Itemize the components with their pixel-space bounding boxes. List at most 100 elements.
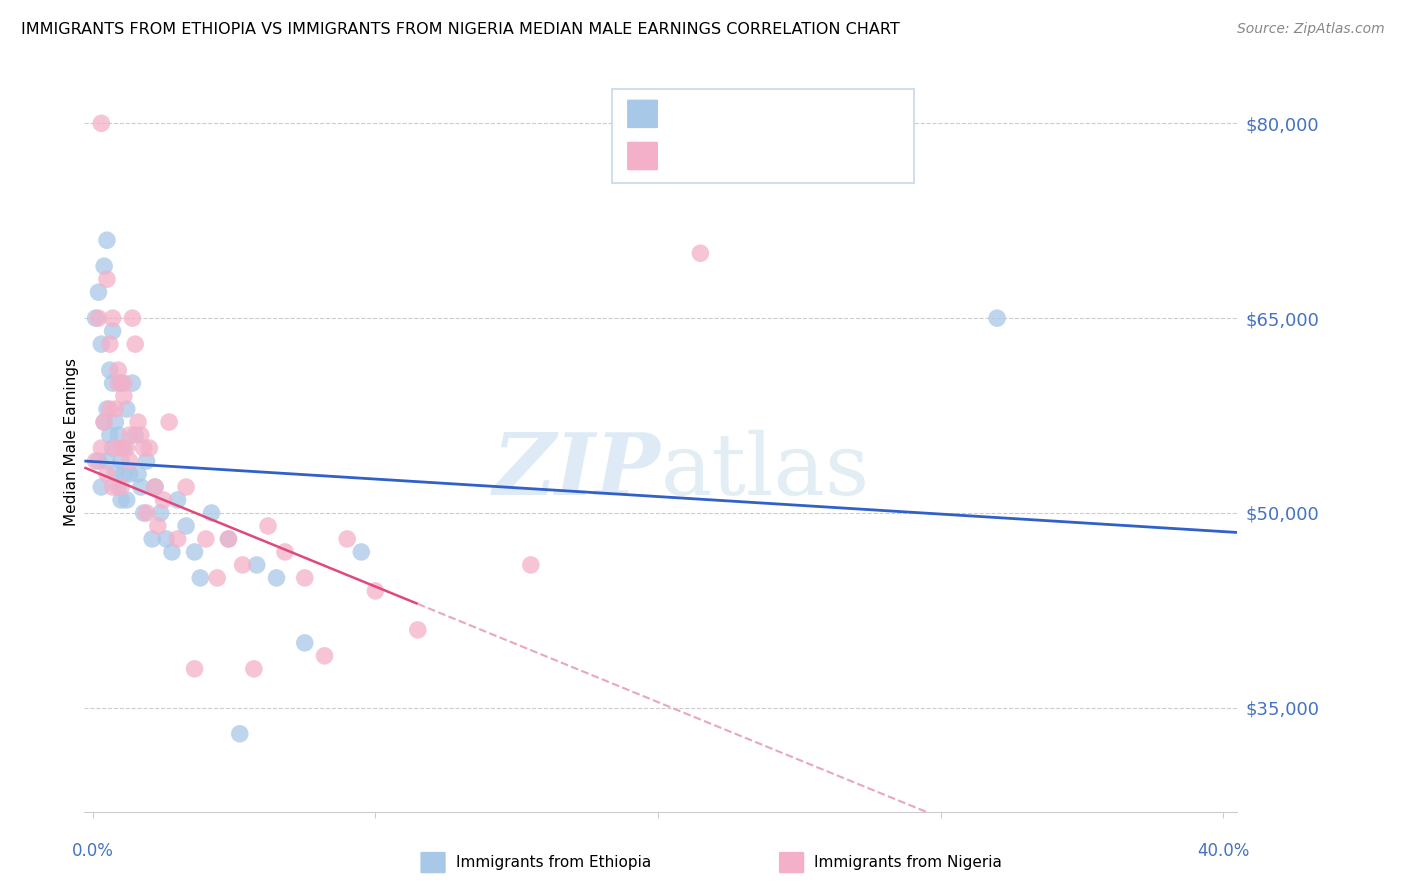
Point	[107, 376, 129, 390]
Point	[135, 506, 157, 520]
Point	[243, 662, 266, 676]
Point	[115, 402, 138, 417]
Point	[314, 648, 336, 663]
Text: R =: R =	[668, 105, 704, 123]
Point	[200, 506, 222, 520]
Text: 50: 50	[827, 147, 852, 165]
Point	[107, 480, 129, 494]
Point	[121, 311, 143, 326]
Point	[101, 324, 124, 338]
Point	[87, 285, 110, 300]
Point	[118, 467, 141, 481]
Point	[152, 493, 174, 508]
Point	[127, 467, 149, 481]
Point	[90, 441, 112, 455]
Point	[112, 389, 135, 403]
Text: N =: N =	[783, 105, 831, 123]
Point	[520, 558, 543, 572]
Point	[294, 636, 316, 650]
Point	[266, 571, 288, 585]
Point	[132, 506, 155, 520]
Point	[84, 454, 107, 468]
Point	[129, 480, 152, 494]
Point	[129, 428, 152, 442]
Point	[104, 402, 127, 417]
Point	[350, 545, 373, 559]
Point	[143, 480, 166, 494]
Point	[112, 441, 135, 455]
Point	[143, 480, 166, 494]
Point	[406, 623, 429, 637]
Point	[104, 415, 127, 429]
Point	[101, 480, 124, 494]
Point	[104, 441, 127, 455]
Point	[218, 532, 240, 546]
Point	[174, 480, 197, 494]
Point	[294, 571, 316, 585]
Point	[98, 428, 121, 442]
Point	[336, 532, 359, 546]
Point	[96, 233, 118, 247]
Point	[96, 454, 118, 468]
Text: -0.199: -0.199	[706, 147, 770, 165]
Point	[87, 311, 110, 326]
Point	[138, 441, 160, 455]
Y-axis label: Median Male Earnings: Median Male Earnings	[63, 358, 79, 525]
Point	[93, 415, 115, 429]
Point	[101, 376, 124, 390]
Point	[96, 402, 118, 417]
Text: 0.0%: 0.0%	[72, 842, 114, 860]
Point	[146, 519, 169, 533]
Point	[155, 532, 177, 546]
Point	[110, 441, 132, 455]
Point	[96, 272, 118, 286]
Text: 40.0%: 40.0%	[1197, 842, 1250, 860]
Point	[183, 662, 205, 676]
Point	[157, 415, 180, 429]
Point	[104, 467, 127, 481]
Point	[110, 493, 132, 508]
Point	[124, 337, 146, 351]
Point	[101, 441, 124, 455]
Point	[96, 467, 118, 481]
Point	[112, 376, 135, 390]
Point	[90, 337, 112, 351]
Text: N =: N =	[783, 147, 831, 165]
Point	[183, 545, 205, 559]
Point	[246, 558, 269, 572]
Text: atlas: atlas	[661, 430, 870, 513]
Point	[115, 441, 138, 455]
Point	[118, 428, 141, 442]
Point	[98, 402, 121, 417]
Point	[112, 467, 135, 481]
Point	[986, 311, 1008, 326]
Point	[110, 376, 132, 390]
Point	[121, 376, 143, 390]
Point	[205, 571, 228, 585]
Point	[218, 532, 240, 546]
Text: Immigrants from Nigeria: Immigrants from Nigeria	[814, 855, 1002, 870]
Point	[174, 519, 197, 533]
Point	[98, 337, 121, 351]
Text: ZIP: ZIP	[494, 429, 661, 513]
Point	[107, 363, 129, 377]
Point	[87, 454, 110, 468]
Point	[232, 558, 254, 572]
Text: Immigrants from Ethiopia: Immigrants from Ethiopia	[456, 855, 651, 870]
Point	[257, 519, 280, 533]
Point	[118, 454, 141, 468]
Point	[101, 311, 124, 326]
Point	[364, 583, 387, 598]
Point	[274, 545, 297, 559]
Point	[93, 415, 115, 429]
Point	[98, 363, 121, 377]
Point	[166, 493, 188, 508]
Point	[160, 545, 183, 559]
Point	[110, 454, 132, 468]
Point	[127, 415, 149, 429]
Text: R =: R =	[668, 147, 704, 165]
Point	[115, 493, 138, 508]
Point	[188, 571, 211, 585]
Point	[229, 727, 252, 741]
Point	[84, 311, 107, 326]
